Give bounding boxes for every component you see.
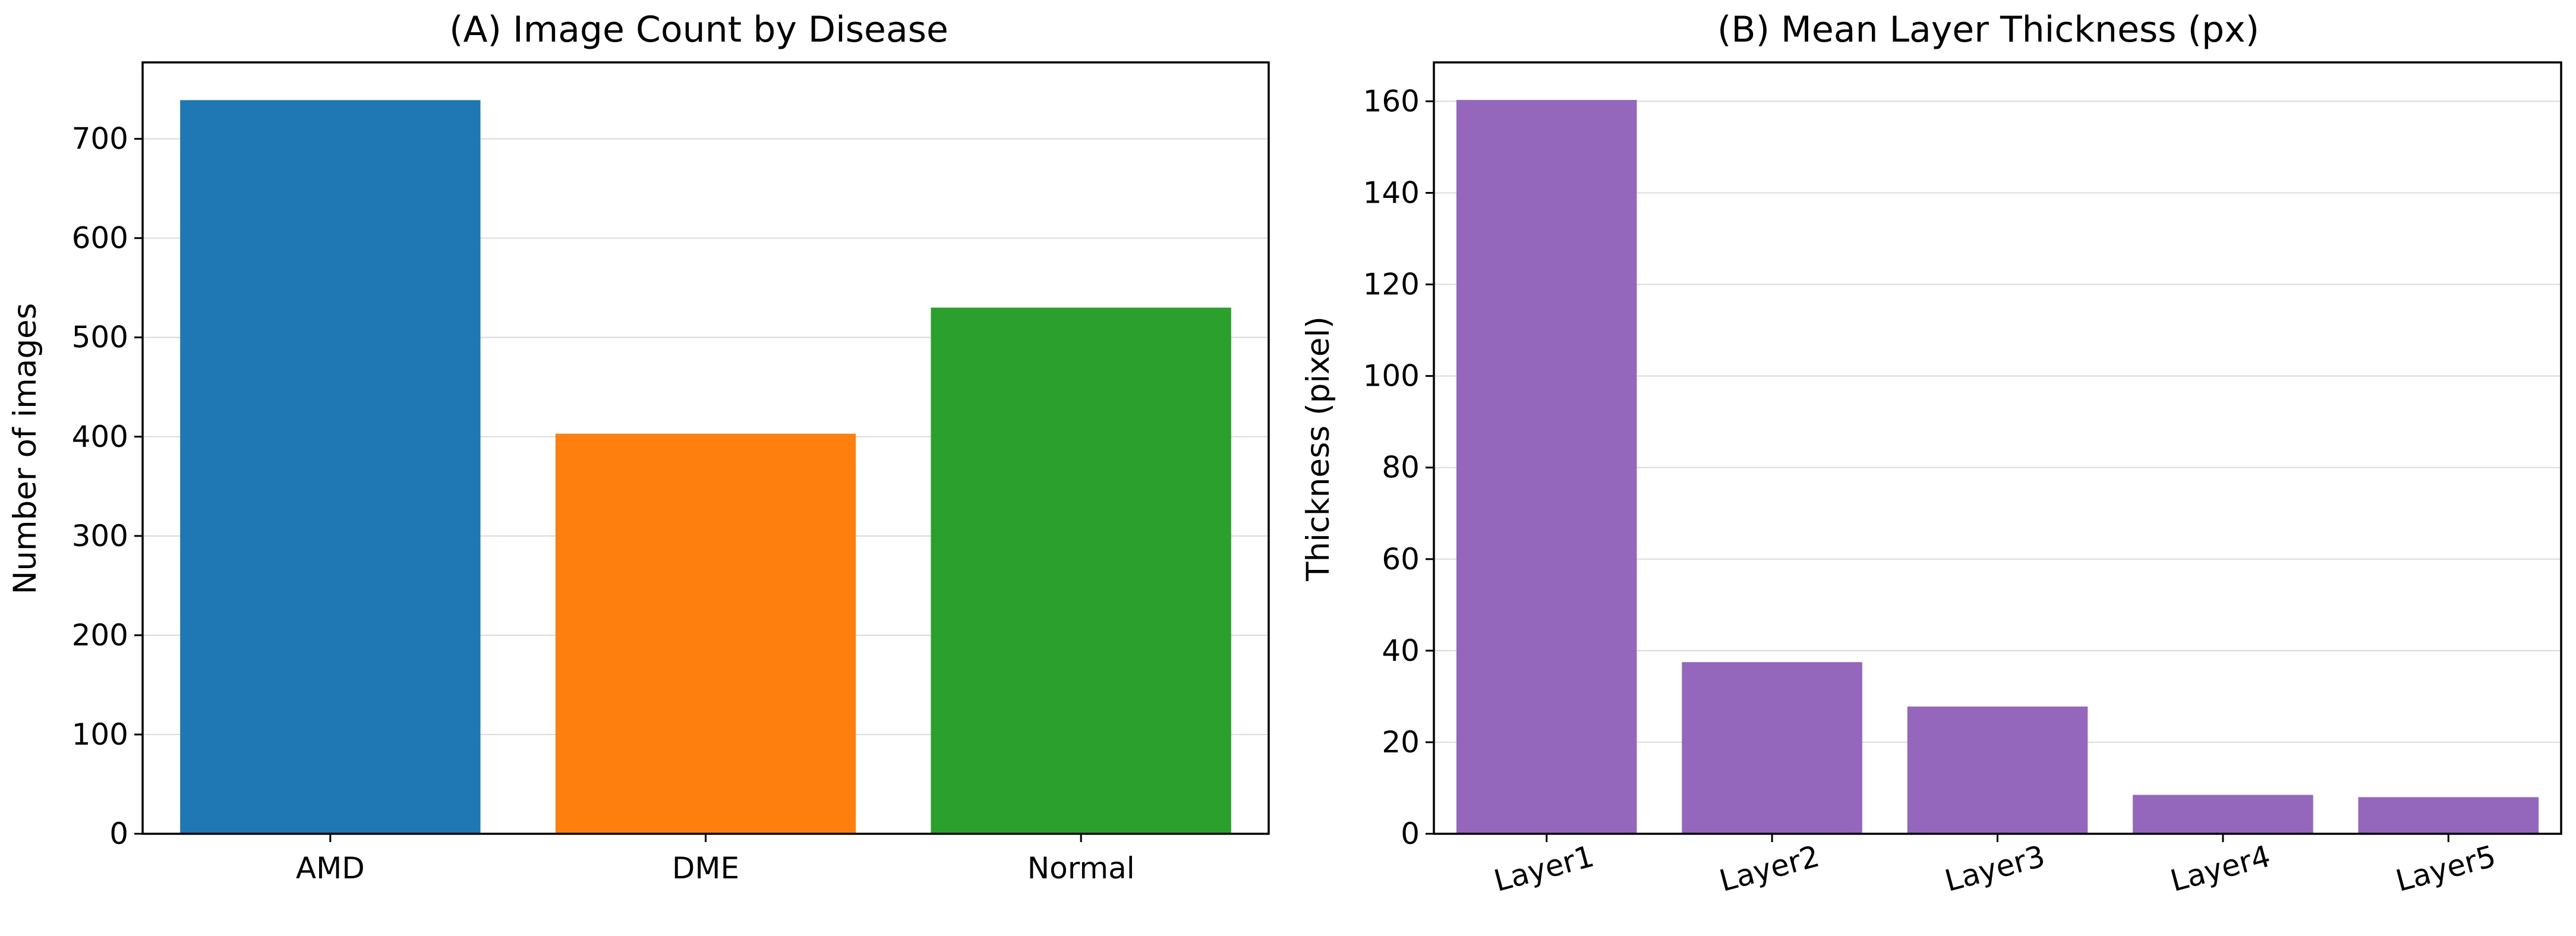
x-tick-label: Layer2 xyxy=(1716,839,1823,898)
chart-title-a: (A) Image Count by Disease xyxy=(449,9,948,51)
y-tick-label: 140 xyxy=(1363,176,1420,210)
x-tick-label: DME xyxy=(672,851,739,885)
y-tick-label: 160 xyxy=(1363,84,1420,118)
y-tick-label: 120 xyxy=(1363,267,1420,302)
y-tick-label: 80 xyxy=(1382,450,1420,485)
y-tick-label: 100 xyxy=(72,717,128,752)
bar-layer5 xyxy=(2358,797,2539,834)
y-tick-label: 400 xyxy=(72,420,128,454)
y-tick-label: 600 xyxy=(72,221,128,256)
x-tick-label: Layer1 xyxy=(1490,839,1597,898)
bar-layer3 xyxy=(1907,706,2088,834)
bar-layer2 xyxy=(1682,662,1862,834)
chart-panel-disease-count: (A) Image Count by Disease Number of ima… xyxy=(7,9,1270,885)
bar-layer4 xyxy=(2133,795,2313,834)
y-tick-label: 100 xyxy=(1363,359,1420,393)
y-tick-label: 60 xyxy=(1382,542,1420,576)
bar-dme xyxy=(555,433,856,834)
chart-title-b: (B) Mean Layer Thickness (px) xyxy=(1717,9,2259,51)
x-tick-label: Layer4 xyxy=(2167,839,2274,898)
x-tick-label: AMD xyxy=(296,851,365,885)
y-tick-label: 200 xyxy=(72,618,128,653)
y-tick-label: 0 xyxy=(1401,817,1420,851)
y-tick-label: 500 xyxy=(72,320,128,355)
y-tick-label: 40 xyxy=(1382,634,1420,668)
y-tick-label: 0 xyxy=(109,817,128,851)
x-tick-label: Normal xyxy=(1027,851,1135,885)
y-tick-label: 700 xyxy=(72,122,128,156)
x-tick-label: Layer3 xyxy=(1941,839,2048,898)
y-axis-label-a: Number of images xyxy=(7,303,43,594)
chart-panel-layer-thickness: (B) Mean Layer Thickness (px) Thickness … xyxy=(1300,9,2562,899)
bar-layer1 xyxy=(1456,100,1637,834)
bar-amd xyxy=(180,100,481,834)
y-tick-label: 20 xyxy=(1382,725,1420,759)
y-tick-label: 300 xyxy=(72,519,128,553)
x-tick-label: Layer5 xyxy=(2392,839,2499,898)
bar-normal xyxy=(931,307,1231,834)
y-axis-label-b: Thickness (pixel) xyxy=(1300,316,1336,582)
